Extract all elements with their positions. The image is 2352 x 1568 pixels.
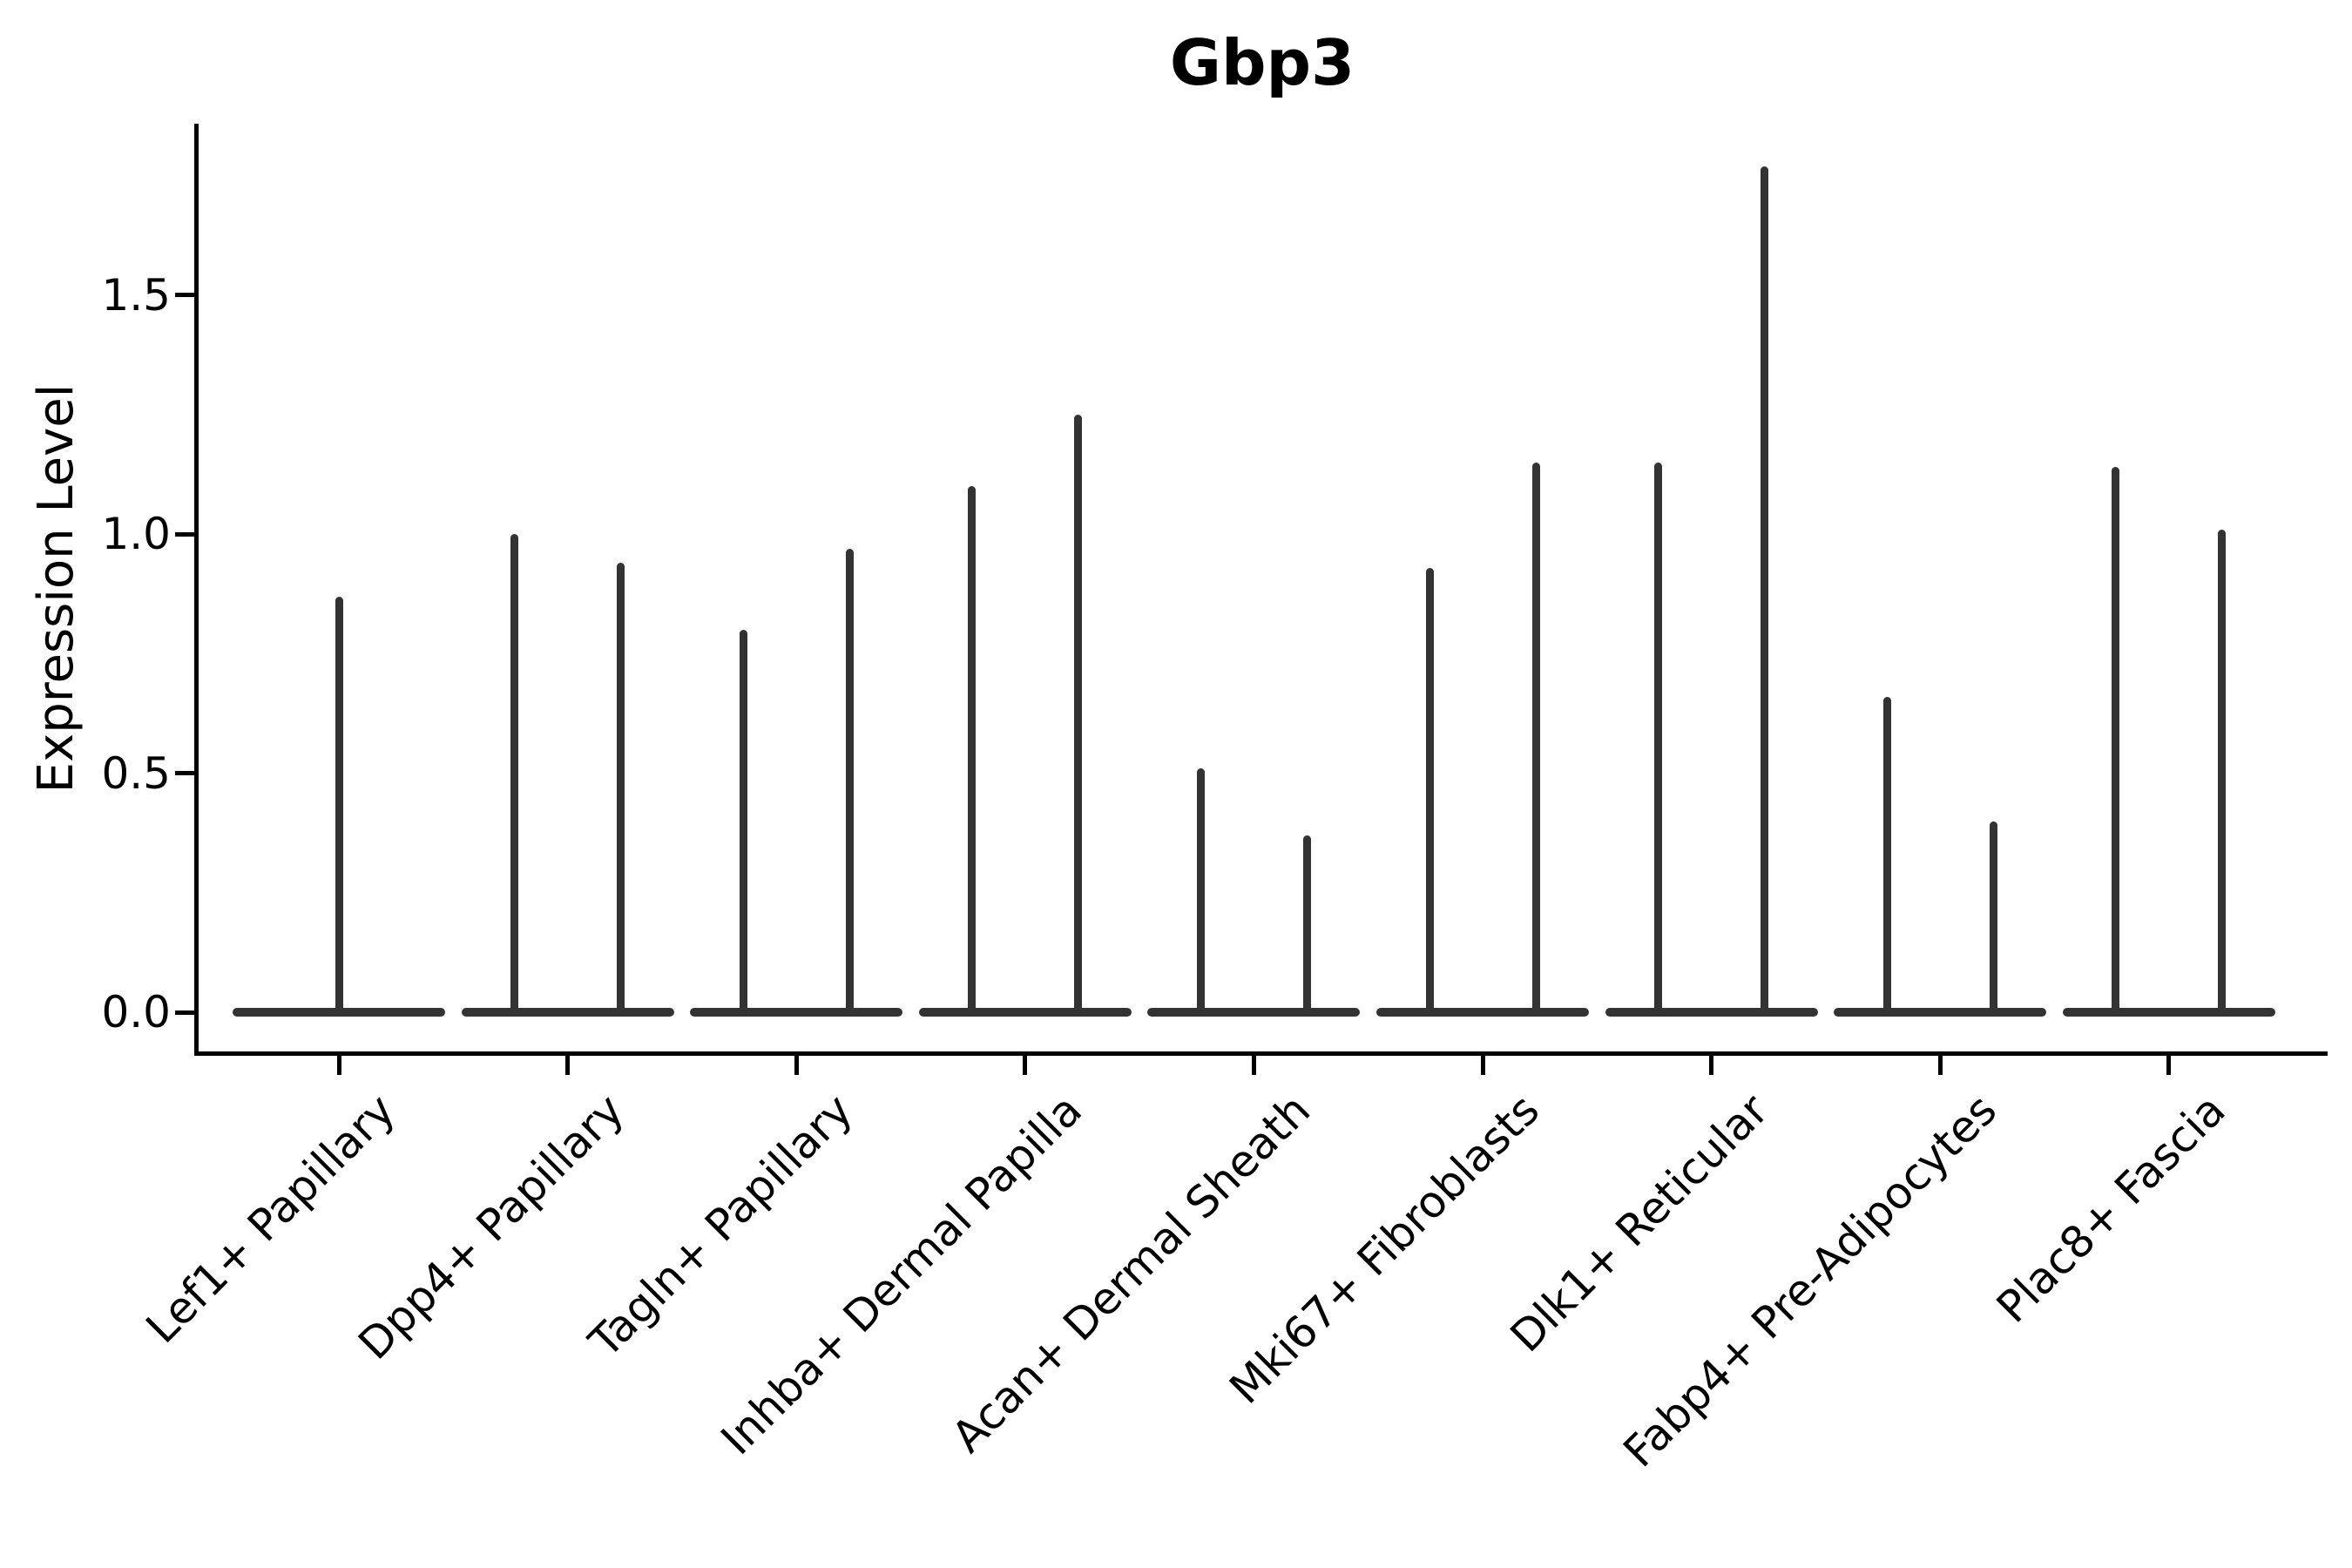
violin-baseline — [461, 1008, 674, 1017]
violin-baseline — [1376, 1008, 1589, 1017]
violin-spike — [845, 548, 854, 1016]
y-tick-label: 0.0 — [101, 987, 171, 1037]
violin-spike — [968, 486, 977, 1016]
violin-spike — [739, 630, 747, 1016]
violin-spike — [1196, 768, 1205, 1016]
x-tick-label: Fabp4+ Pre-Adipocytes — [1613, 1085, 2007, 1477]
violin-baseline — [918, 1008, 1132, 1017]
violin-spike — [2112, 467, 2120, 1016]
violin-spike — [1074, 415, 1083, 1016]
violin-baseline — [690, 1008, 903, 1017]
plot-title: Gbp3 — [1169, 26, 1355, 99]
violin-baseline — [1605, 1008, 1818, 1017]
violin-spike — [335, 596, 343, 1016]
violin-spike — [1531, 462, 1540, 1016]
x-tick — [2166, 1053, 2172, 1075]
x-tick — [1251, 1053, 1256, 1075]
x-tick-label: Lef1+ Papillary — [136, 1085, 406, 1354]
violin-spike — [1654, 462, 1663, 1016]
x-tick-label: Plac8+ Fascia — [1987, 1085, 2235, 1333]
violin-spike — [1882, 696, 1891, 1016]
violin-spike — [1761, 166, 1769, 1016]
x-tick — [1480, 1053, 1485, 1075]
y-tick — [175, 293, 197, 298]
y-tick-label: 1.0 — [101, 509, 171, 560]
y-tick-label: 1.5 — [101, 269, 171, 321]
violin-baseline — [2062, 1008, 2275, 1017]
y-axis-spine — [194, 124, 199, 1056]
violin-spike — [2218, 529, 2227, 1016]
x-tick — [336, 1053, 341, 1075]
violin-baseline — [1147, 1008, 1361, 1017]
y-axis-label: Expression Level — [28, 383, 84, 794]
y-tick-label: 0.5 — [101, 747, 171, 799]
violin-spike — [510, 534, 519, 1016]
violin-spike — [1302, 835, 1311, 1016]
violin-spike — [617, 563, 625, 1016]
x-tick — [794, 1053, 799, 1075]
violin-spike — [1989, 821, 1997, 1016]
y-tick — [175, 1010, 197, 1015]
x-tick — [1709, 1053, 1714, 1075]
y-tick — [175, 531, 197, 537]
x-tick — [565, 1053, 571, 1075]
violin-baseline — [1834, 1008, 2047, 1017]
y-tick — [175, 771, 197, 776]
x-tick — [1023, 1053, 1028, 1075]
x-tick — [1937, 1053, 1943, 1075]
x-axis-spine — [194, 1051, 2328, 1056]
violin-spike — [1425, 567, 1434, 1016]
